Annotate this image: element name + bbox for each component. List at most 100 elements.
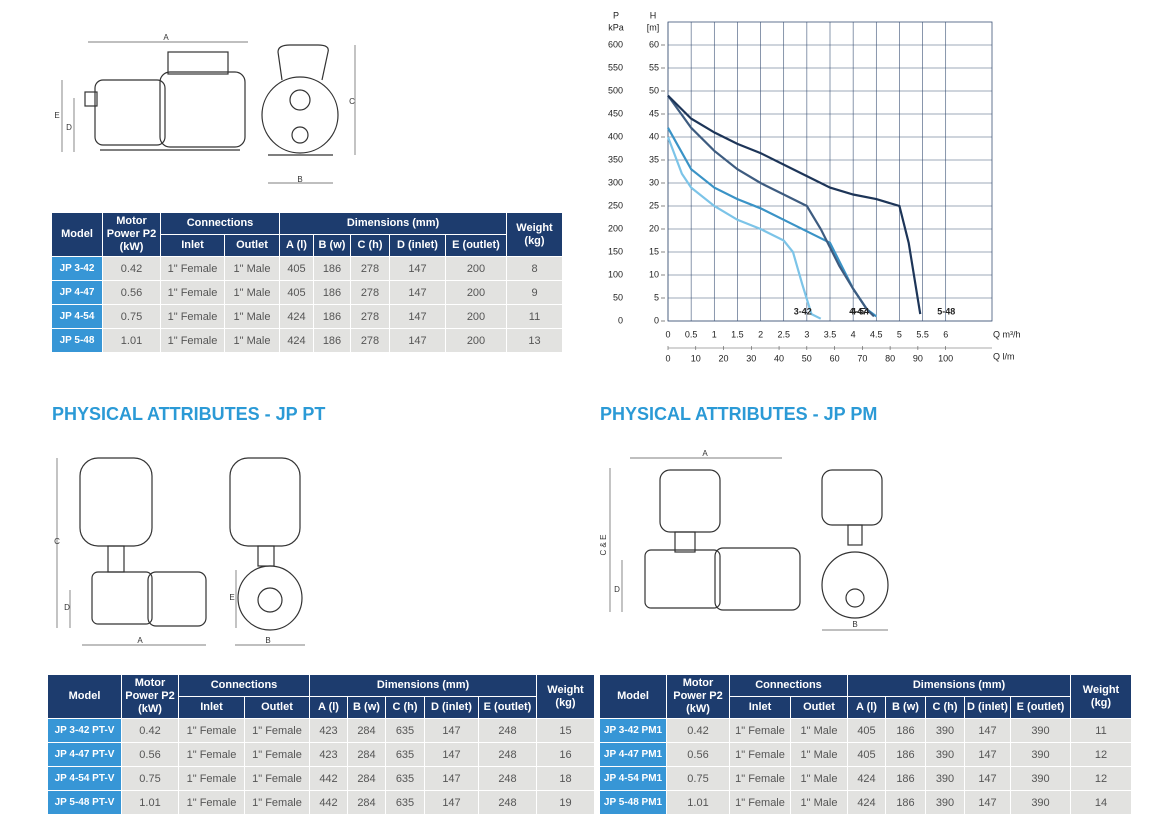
x2-tick-label: 30 bbox=[746, 353, 756, 363]
table-cell: 1" Female bbox=[161, 329, 224, 352]
header-cell: A (l) bbox=[848, 697, 885, 718]
table-cell: 186 bbox=[886, 791, 925, 814]
table-cell: 1" Female bbox=[245, 719, 309, 742]
table-cell: JP 4-47 PT-V bbox=[48, 743, 121, 766]
y2-tick-label: 150 bbox=[608, 246, 623, 256]
header-cell: Motor Power P2 (kW) bbox=[103, 213, 160, 256]
header-cell: C (h) bbox=[386, 697, 424, 718]
table-cell: 390 bbox=[926, 743, 964, 766]
table-cell: 147 bbox=[965, 791, 1010, 814]
table-cell: 1" Female bbox=[179, 791, 244, 814]
header-cell: Inlet bbox=[161, 235, 224, 256]
axis-label: Q l/m bbox=[993, 351, 1015, 361]
header-cell: Inlet bbox=[730, 697, 790, 718]
y2-tick-label: 300 bbox=[608, 177, 623, 187]
table-row: JP 3-42 0.42 1" Female 1" Male 405 186 278 147 2… bbox=[52, 257, 562, 280]
table-cell: 1" Female bbox=[245, 791, 309, 814]
header-row: Model Motor Power P2 (kW) Connections Dimen… bbox=[52, 213, 562, 256]
table-cell: 635 bbox=[386, 743, 424, 766]
table-cell: 424 bbox=[848, 791, 885, 814]
dimension-label: C & E bbox=[599, 535, 608, 556]
table-cell: 18 bbox=[537, 767, 594, 790]
header-row: Inlet Outlet A (l) B (w) C (h) D (inlet) E (ou… bbox=[48, 697, 594, 718]
dimension-label: E bbox=[54, 111, 59, 120]
table-cell: 1" Male bbox=[791, 791, 847, 814]
table-cell: 0.75 bbox=[103, 305, 160, 328]
series-label: 3-42 bbox=[794, 306, 812, 316]
header-cell: A (l) bbox=[310, 697, 347, 718]
table-body: JP 3-42 PM1 0.42 1" Female 1" Male 405 186 390… bbox=[600, 719, 1131, 814]
y-tick-label: 55 bbox=[649, 62, 659, 72]
table-cell: JP 4-54 PM1 bbox=[600, 767, 666, 790]
table-cell: 1" Female bbox=[245, 743, 309, 766]
curve bbox=[667, 94, 922, 315]
y-tick-label: 35 bbox=[649, 154, 659, 164]
y2-tick-label: 400 bbox=[608, 131, 623, 141]
section-heading: PHYSICAL ATTRIBUTES - JP PM bbox=[600, 404, 878, 424]
header-cell: D (inlet) bbox=[390, 235, 445, 256]
y-tick-label: 40 bbox=[649, 131, 659, 141]
table-cell: 284 bbox=[348, 767, 385, 790]
spec-table: Model Motor Power P2 (kW) Connections Dimen… bbox=[47, 674, 595, 815]
pump-curve-chart: 0510152025303540455055600501001502002503… bbox=[608, 10, 1021, 363]
header-cell: Outlet bbox=[225, 235, 279, 256]
y-tick-label: 10 bbox=[649, 269, 659, 279]
header-cell: E (outlet) bbox=[479, 697, 536, 718]
curve bbox=[666, 136, 822, 320]
dimension-label: C bbox=[349, 97, 355, 106]
table-row: JP 4-54 0.75 1" Female 1" Male 424 186 278 147 2… bbox=[52, 305, 562, 328]
header-cell: Motor Power P2 (kW) bbox=[122, 675, 178, 718]
table-cell: 200 bbox=[446, 305, 506, 328]
header-row: Model Motor Power P2 (kW) Connections Dimen… bbox=[600, 675, 1131, 718]
table-cell: 284 bbox=[348, 743, 385, 766]
table-cell: 1" Female bbox=[161, 305, 224, 328]
x2-tick-label: 0 bbox=[665, 353, 670, 363]
table-header: Model Motor Power P2 (kW) Connections Dimen… bbox=[52, 213, 562, 256]
table-cell: 1" Female bbox=[161, 257, 224, 280]
x2-tick-label: 60 bbox=[830, 353, 840, 363]
table-cell: 405 bbox=[280, 281, 313, 304]
table-cell: JP 5-48 PT-V bbox=[48, 791, 121, 814]
x2-tick-label: 20 bbox=[719, 353, 729, 363]
table-cell: 248 bbox=[479, 791, 536, 814]
y-tick-label: 15 bbox=[649, 246, 659, 256]
axis-label: [m] bbox=[647, 22, 660, 32]
x-tick-label: 1 bbox=[712, 329, 717, 339]
y2-tick-label: 350 bbox=[608, 154, 623, 164]
table-cell: 423 bbox=[310, 743, 347, 766]
y-tick-label: 25 bbox=[649, 200, 659, 210]
header-cell: Dimensions (mm) bbox=[280, 213, 506, 234]
table-cell: 12 bbox=[1071, 743, 1131, 766]
x-tick-label: 3.5 bbox=[824, 329, 837, 339]
table-cell: 1" Male bbox=[225, 329, 279, 352]
x2-tick-label: 70 bbox=[857, 353, 867, 363]
x-tick-label: 2 bbox=[758, 329, 763, 339]
table-cell: 284 bbox=[348, 791, 385, 814]
y2-tick-label: 450 bbox=[608, 108, 623, 118]
header-cell: E (outlet) bbox=[446, 235, 506, 256]
table-cell: JP 3-42 bbox=[52, 257, 102, 280]
header-cell: Outlet bbox=[245, 697, 309, 718]
header-cell: C (h) bbox=[351, 235, 389, 256]
y2-tick-label: 100 bbox=[608, 269, 623, 279]
table-cell: 0.75 bbox=[667, 767, 729, 790]
table-cell: 0.56 bbox=[122, 743, 178, 766]
table-body: JP 3-42 PT-V 0.42 1" Female 1" Female 423 284… bbox=[48, 719, 594, 814]
x2-tick-label: 100 bbox=[938, 353, 953, 363]
table-row: JP 3-42 PM1 0.42 1" Female 1" Male 405 186 390… bbox=[600, 719, 1131, 742]
table-cell: 1" Female bbox=[730, 743, 790, 766]
header-row: Inlet Outlet A (l) B (w) C (h) D (inlet) E (ou… bbox=[600, 697, 1131, 718]
header-cell: Motor Power P2 (kW) bbox=[667, 675, 729, 718]
table-cell: 1" Male bbox=[225, 257, 279, 280]
spec-table: Model Motor Power P2 (kW) Connections Dimen… bbox=[599, 674, 1132, 815]
table-cell: 0.56 bbox=[103, 281, 160, 304]
table-cell: 442 bbox=[310, 767, 347, 790]
series-label: 5-48 bbox=[937, 306, 955, 316]
y2-tick-label: 250 bbox=[608, 200, 623, 210]
y2-tick-label: 0 bbox=[618, 315, 623, 325]
header-cell: Dimensions (mm) bbox=[848, 675, 1070, 696]
table-cell: JP 4-47 PM1 bbox=[600, 743, 666, 766]
y-tick-label: 45 bbox=[649, 108, 659, 118]
header-cell: Inlet bbox=[179, 697, 244, 718]
